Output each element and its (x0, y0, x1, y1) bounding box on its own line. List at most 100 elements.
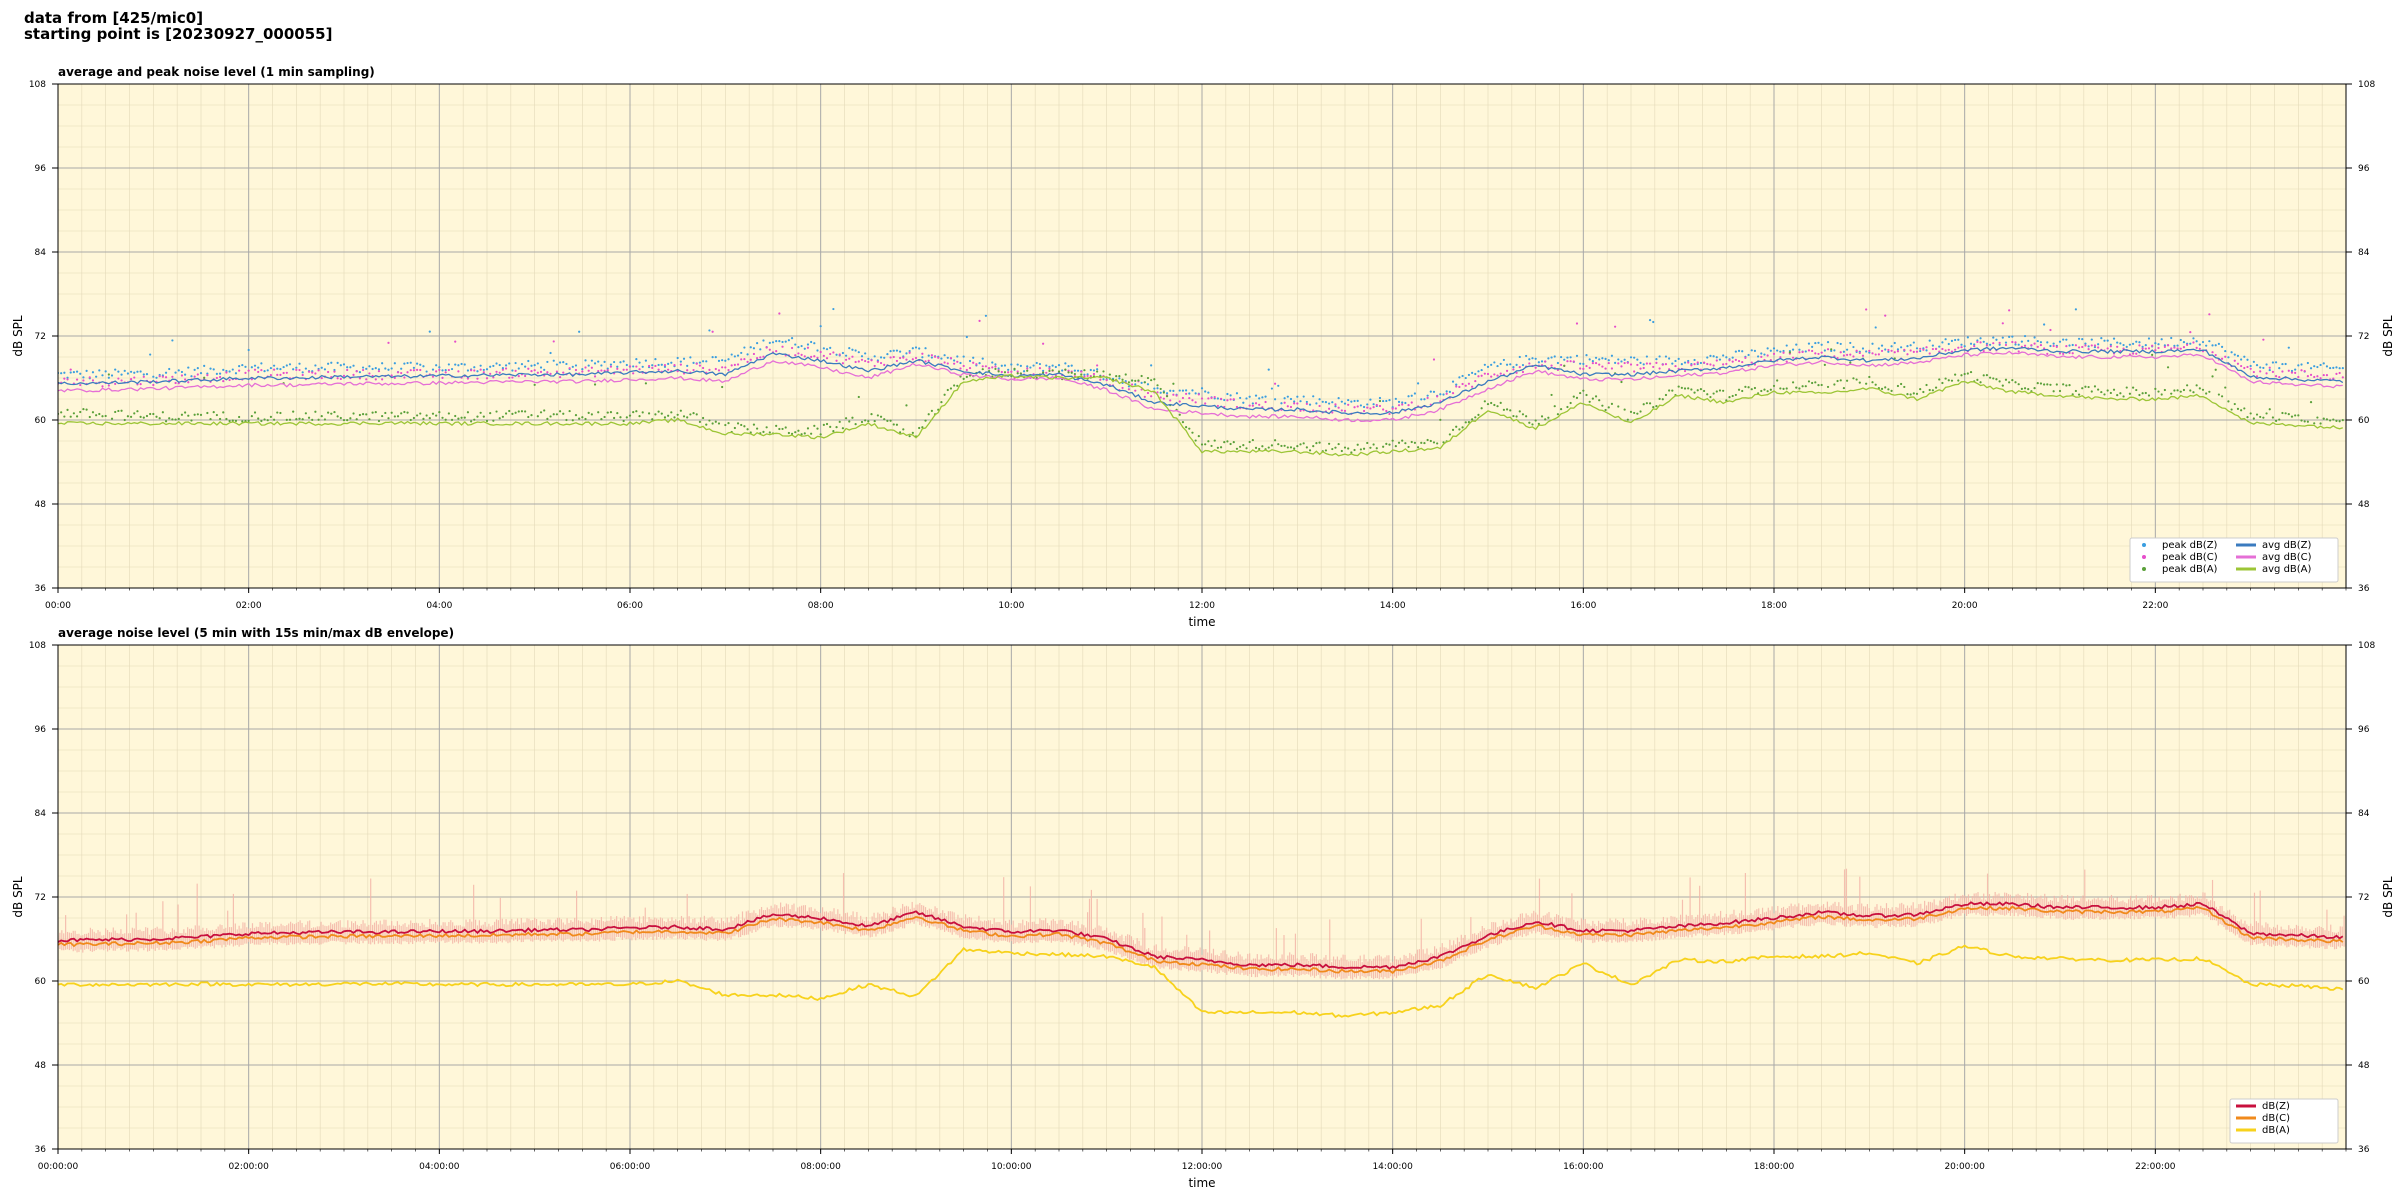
scatter-point (1706, 393, 1709, 396)
scatter-point (1731, 394, 1734, 398)
y-tick-label-left: 48 (35, 500, 47, 510)
scatter-point (466, 411, 470, 414)
scatter-point (1585, 393, 1588, 397)
scatter-point (1661, 398, 1664, 401)
scatter-point (1416, 446, 1420, 449)
scatter-point (1791, 381, 1795, 384)
scatter-point (1137, 379, 1140, 382)
scatter-point (1642, 403, 1645, 406)
scatter-point (400, 367, 403, 370)
scatter-point (234, 419, 238, 423)
scatter-point (1038, 367, 1042, 370)
scatter-point (730, 353, 733, 356)
scatter-point (867, 420, 870, 423)
scatter-point (2036, 345, 2039, 348)
scatter-point (1833, 349, 1836, 352)
y-tick-label-right: 36 (2358, 1145, 2370, 1155)
scatter-point (765, 346, 768, 349)
scatter-point (1623, 358, 1626, 361)
scatter-point (1219, 397, 1223, 400)
scatter-point (1636, 412, 1639, 415)
scatter-point (387, 417, 390, 420)
scatter-point (1947, 348, 1950, 351)
scatter-point (708, 368, 711, 372)
scatter-point (129, 415, 133, 418)
scatter-point (1340, 409, 1343, 412)
scatter-point (1490, 375, 1493, 378)
scatter-point (2077, 337, 2081, 340)
scatter-point (1185, 392, 1188, 395)
scatter-point (2208, 340, 2211, 343)
scatter-point (1699, 388, 1703, 391)
scatter-point (253, 368, 257, 371)
scatter-point (794, 343, 797, 346)
scatter-point (1655, 405, 1658, 408)
scatter-point (660, 412, 663, 415)
scatter-point (1016, 372, 1019, 375)
scatter-point (79, 410, 82, 414)
scatter-point (2249, 412, 2252, 415)
scatter-point (1194, 392, 1197, 395)
scatter-point (892, 355, 895, 359)
scatter-point (1515, 371, 1518, 374)
scatter-point (196, 413, 199, 416)
scatter-point (1919, 347, 1922, 350)
scatter-point (1658, 367, 1661, 370)
scatter-point (381, 414, 384, 418)
scatter-point (330, 361, 333, 364)
scatter-point (1019, 372, 1022, 375)
scatter-point (1547, 416, 1550, 419)
scatter-point (1629, 356, 1633, 359)
scatter-point (1146, 391, 1150, 395)
scatter-point (1985, 342, 1989, 345)
scatter-point (2144, 391, 2147, 395)
scatter-point (1633, 370, 1636, 373)
scatter-point (1000, 370, 1003, 374)
scatter-point (2284, 412, 2287, 415)
scatter-point (775, 424, 778, 427)
scatter-point (1372, 403, 1375, 406)
scatter-point (66, 376, 69, 379)
legend: peak dB(Z)peak dB(C)peak dB(A)avg dB(Z)a… (2129, 537, 2339, 583)
scatter-point (1270, 387, 1274, 390)
scatter-point (2087, 348, 2090, 351)
scatter-point (946, 388, 949, 392)
scatter-point (1604, 408, 1607, 412)
scatter-point (482, 368, 485, 372)
scatter-point (1957, 379, 1960, 382)
scatter-point (1960, 346, 1963, 349)
scatter-point (1159, 396, 1162, 399)
scatter-point (377, 368, 381, 371)
scatter-point (2128, 392, 2132, 395)
scatter-point (1477, 375, 1480, 378)
scatter-point (524, 374, 527, 378)
scatter-point (2011, 335, 2014, 338)
scatter-point (1722, 363, 1725, 366)
legend-entry: peak dB(C) (2162, 552, 2218, 563)
scatter-point (1652, 365, 1655, 369)
scatter-point (1083, 373, 1086, 376)
scatter-point (555, 413, 559, 416)
scatter-point (1874, 353, 1877, 356)
scatter-point (784, 426, 787, 429)
scatter-point (155, 415, 158, 418)
scatter-point (1607, 361, 1610, 365)
scatter-point (1839, 342, 1842, 346)
scatter-point (85, 369, 88, 372)
scatter-point (1807, 380, 1811, 383)
scatter-point (117, 377, 120, 380)
scatter-point (174, 371, 177, 374)
scatter-point (1486, 372, 1490, 376)
scatter-point (1378, 404, 1382, 408)
y-tick-label-right: 108 (2358, 80, 2375, 90)
scatter-point (905, 352, 908, 355)
scatter-point (746, 353, 749, 356)
scatter-point (1617, 358, 1620, 361)
scatter-point (1486, 365, 1490, 368)
scatter-point (740, 423, 743, 427)
scatter-point (2240, 358, 2243, 361)
scatter-point (571, 365, 574, 368)
scatter-point (1121, 378, 1124, 381)
scatter-point (2116, 394, 2119, 397)
scatter-point (1591, 360, 1594, 363)
